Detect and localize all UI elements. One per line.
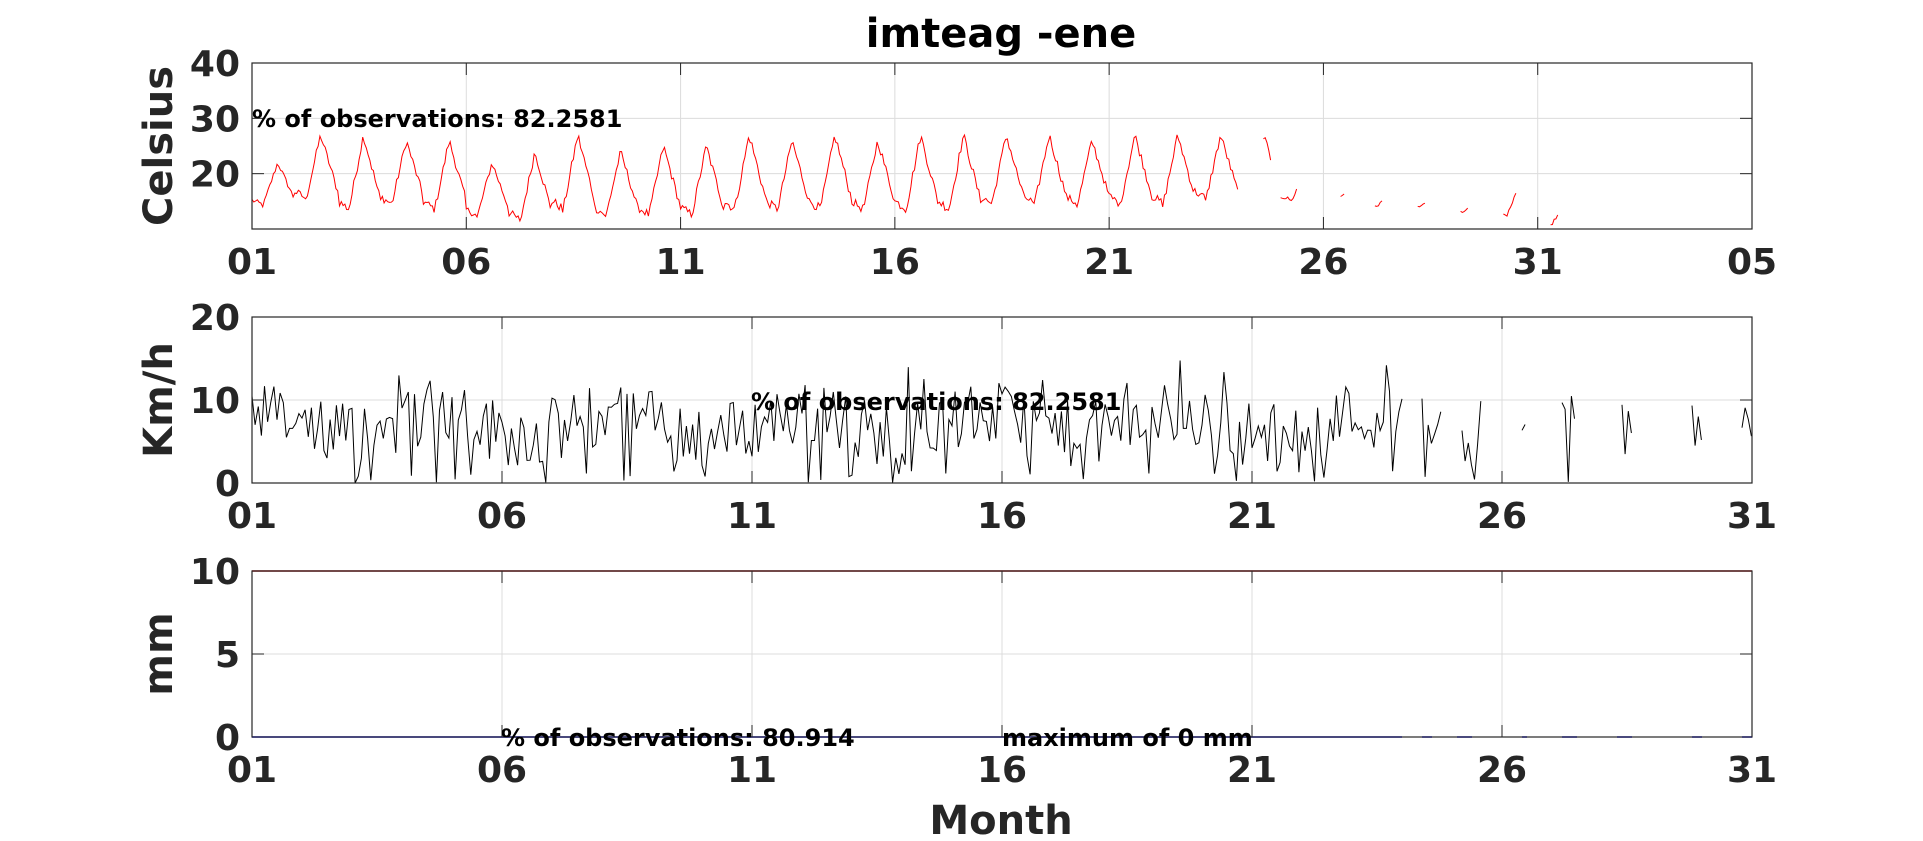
series-segment xyxy=(1460,207,1469,213)
series-segment xyxy=(1461,401,1482,480)
series-segment xyxy=(1417,202,1426,208)
x-tick-label: 31 xyxy=(1727,750,1777,791)
axes-frame xyxy=(251,62,1753,230)
y-tick-label: 5 xyxy=(215,635,240,676)
series-segment xyxy=(1421,398,1442,477)
x-tick-label: 16 xyxy=(870,242,920,283)
y-tick-label: 20 xyxy=(190,298,240,339)
series-segment xyxy=(1503,192,1517,217)
y-axis-label: Km/h xyxy=(136,342,182,458)
y-tick-label: 10 xyxy=(190,552,240,593)
x-tick-label: 11 xyxy=(727,750,777,791)
series-segment xyxy=(1374,200,1383,207)
y-tick-label: 0 xyxy=(215,718,240,759)
x-tick-label: 21 xyxy=(1227,496,1277,537)
x-tick-label: 06 xyxy=(477,750,527,791)
x-axis-label: Month xyxy=(929,798,1072,841)
series-segment xyxy=(251,360,1403,484)
series-segment xyxy=(1340,193,1345,197)
y-tick-label: 0 xyxy=(215,464,240,505)
series-segment xyxy=(1550,214,1559,226)
annotation-text: maximum of 0 mm xyxy=(1002,724,1253,752)
x-tick-label: 26 xyxy=(1477,750,1527,791)
series-segment xyxy=(1561,396,1575,482)
x-tick-label: 01 xyxy=(227,750,277,791)
x-tick-label: 26 xyxy=(1298,242,1348,283)
x-tick-label: 16 xyxy=(977,496,1027,537)
series-segment xyxy=(1521,424,1526,431)
series-segment xyxy=(251,133,1239,223)
x-tick-label: 26 xyxy=(1477,496,1527,537)
series-segment xyxy=(1621,404,1632,455)
y-tick-label: 10 xyxy=(190,381,240,422)
x-tick-label: 16 xyxy=(977,750,1027,791)
series-segment xyxy=(1263,136,1272,161)
annotation-text: % of observations: 82.2581 xyxy=(751,388,1121,416)
y-tick-label: 20 xyxy=(190,155,240,196)
annotation-text: % of observations: 82.2581 xyxy=(252,105,622,133)
x-tick-label: 01 xyxy=(227,496,277,537)
series-segment xyxy=(1280,188,1298,202)
chart-title: imteag -ene xyxy=(866,11,1137,57)
y-tick-label: 40 xyxy=(190,44,240,85)
series-segment xyxy=(1741,407,1752,437)
annotation-text: % of observations: 80.914 xyxy=(501,724,855,752)
x-tick-label: 11 xyxy=(727,496,777,537)
x-tick-label: 11 xyxy=(656,242,706,283)
x-tick-label: 21 xyxy=(1227,750,1277,791)
x-tick-label: 21 xyxy=(1084,242,1134,283)
x-tick-label: 05 xyxy=(1727,242,1777,283)
x-tick-label: 06 xyxy=(441,242,491,283)
y-axis-label: Celsius xyxy=(136,66,182,226)
x-tick-label: 31 xyxy=(1513,242,1563,283)
y-axis-label: mm xyxy=(136,612,182,695)
x-tick-label: 31 xyxy=(1727,496,1777,537)
series-segment xyxy=(1691,405,1702,446)
x-tick-label: 06 xyxy=(477,496,527,537)
y-tick-label: 30 xyxy=(190,99,240,140)
x-tick-label: 01 xyxy=(227,242,277,283)
